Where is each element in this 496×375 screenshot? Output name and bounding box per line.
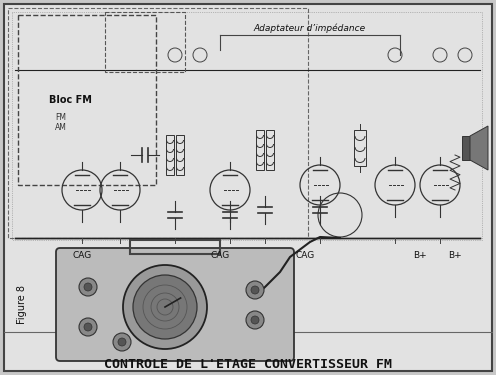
- Bar: [166, 135, 174, 175]
- Polygon shape: [470, 126, 488, 170]
- Text: CAG: CAG: [296, 252, 314, 261]
- Circle shape: [113, 333, 131, 351]
- Text: AM: AM: [55, 123, 67, 132]
- Circle shape: [251, 286, 259, 294]
- Bar: [130, 240, 220, 254]
- FancyBboxPatch shape: [56, 248, 294, 361]
- Bar: [105, 12, 185, 72]
- Text: CAG: CAG: [72, 252, 92, 261]
- Circle shape: [246, 311, 264, 329]
- Text: Adaptateur d’impédance: Adaptateur d’impédance: [254, 23, 366, 33]
- Bar: [176, 135, 184, 175]
- Bar: [8, 8, 308, 238]
- Text: B+: B+: [413, 252, 427, 261]
- Circle shape: [84, 323, 92, 331]
- Text: B+: B+: [448, 252, 462, 261]
- Circle shape: [118, 338, 126, 346]
- Text: FM: FM: [55, 114, 66, 123]
- Circle shape: [84, 283, 92, 291]
- Circle shape: [79, 278, 97, 296]
- Circle shape: [79, 318, 97, 336]
- Text: CAG: CAG: [210, 252, 230, 261]
- Circle shape: [251, 316, 259, 324]
- Text: CONTROLE DE L'ETAGE CONVERTISSEUR FM: CONTROLE DE L'ETAGE CONVERTISSEUR FM: [104, 358, 392, 372]
- Circle shape: [246, 281, 264, 299]
- Bar: [12, 12, 482, 240]
- Bar: [266, 130, 274, 170]
- Bar: [354, 130, 366, 166]
- Bar: [18, 15, 156, 185]
- Circle shape: [133, 275, 197, 339]
- Bar: [462, 136, 470, 160]
- Bar: [256, 130, 264, 170]
- Text: Bloc FM: Bloc FM: [49, 95, 91, 105]
- Circle shape: [123, 265, 207, 349]
- Text: Figure 8: Figure 8: [17, 285, 27, 324]
